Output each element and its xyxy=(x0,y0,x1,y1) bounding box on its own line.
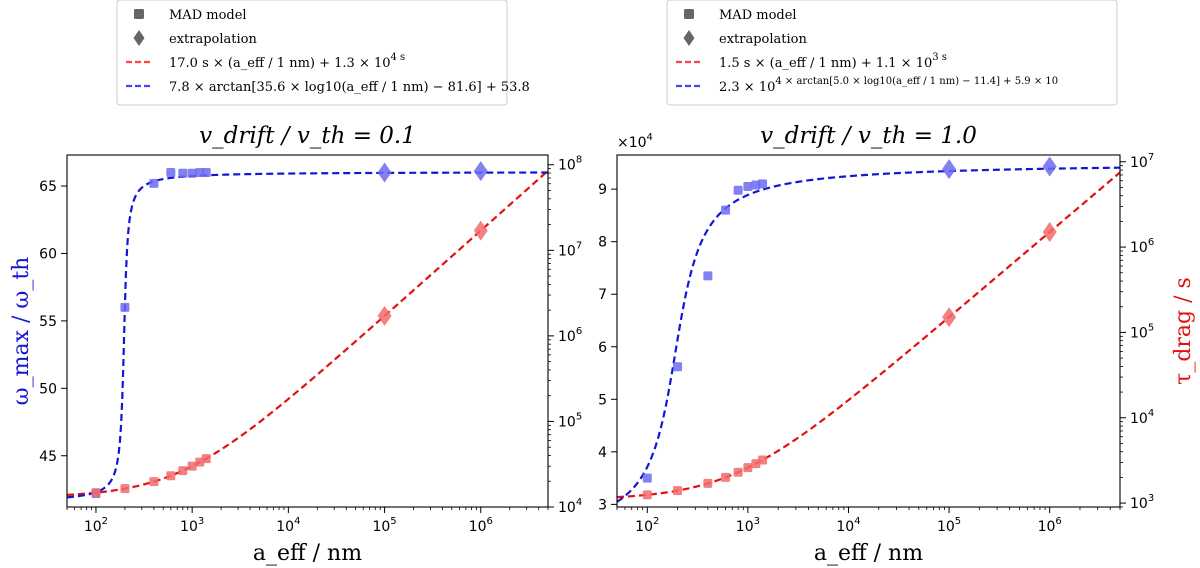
omega-model-point xyxy=(733,185,743,195)
legend-square-marker xyxy=(684,9,694,19)
legend-square-marker xyxy=(134,9,144,19)
right-tick-label: 103 xyxy=(1130,493,1154,512)
tau-model-point xyxy=(149,477,159,487)
omega-model-point xyxy=(120,302,130,312)
right-tick-label: 104 xyxy=(1130,408,1154,427)
tau-model-point xyxy=(673,486,683,496)
tau-extrapolation-point xyxy=(377,305,392,326)
left-tick-label: 6 xyxy=(598,340,607,356)
tau-model-point xyxy=(187,461,197,471)
left-tick-label: 45 xyxy=(39,449,57,465)
chart-panel-2: 102 103 104 105 106 3 4 5 6 7 8 9 ×104 103 104 105 106 10… xyxy=(598,0,1196,566)
x-tick-label: 102 xyxy=(635,516,659,535)
tau-model-point xyxy=(703,478,713,488)
plot-frame xyxy=(66,154,549,508)
left-tick-label: 55 xyxy=(39,314,57,330)
x-axis-label: a_eff / nm xyxy=(253,541,362,566)
tau-extrapolation-point xyxy=(473,220,488,241)
right-tick-label: 106 xyxy=(1130,237,1154,256)
omega-model-point xyxy=(178,168,188,178)
left-tick-label: 65 xyxy=(39,179,57,195)
tau-model-point xyxy=(166,471,176,481)
x-tick-label: 106 xyxy=(1038,516,1062,535)
tau-model-point xyxy=(758,455,768,465)
x-tick-label: 103 xyxy=(180,516,204,535)
left-offset-label: ×104 xyxy=(617,132,653,151)
legend-label: extrapolation xyxy=(169,32,257,47)
tau-model-point xyxy=(642,490,652,500)
right-tick-label: 104 xyxy=(558,497,582,516)
omega-model-point xyxy=(201,168,211,178)
x-tick-label: 105 xyxy=(372,516,396,535)
omega-model-point xyxy=(758,179,768,189)
legend-label: extrapolation xyxy=(719,32,807,47)
right-tick-label: 106 xyxy=(558,326,582,345)
tau-fit-line xyxy=(617,171,1120,499)
tau-model-point xyxy=(721,472,731,482)
legend-label: MAD model xyxy=(169,8,247,23)
omega-model-point xyxy=(743,182,753,192)
tau-model-point xyxy=(201,454,211,464)
legend-label: 17.0 s × (a_eff / 1 nm) + 1.3 × 104 s xyxy=(169,52,405,71)
omega-model-point xyxy=(149,178,159,188)
omega-model-point xyxy=(187,168,197,178)
tau-extrapolation-point xyxy=(1042,222,1057,243)
left-axis-label: ω_max / ω_th xyxy=(9,257,34,406)
legend-label: 2.3 × 104 × arctan[5.0 × log10(a_eff / 1… xyxy=(719,76,1058,95)
tau-model-point xyxy=(178,466,188,476)
tau-model-point xyxy=(743,463,753,473)
legend-label: 7.8 × arctan[35.6 × log10(a_eff / 1 nm) … xyxy=(169,80,530,95)
x-tick-label: 106 xyxy=(469,516,493,535)
omega-extrapolation-point xyxy=(942,159,957,180)
chart-panel-1: 102 103 104 105 106 45 50 55 60 65 104 105 106 107 108… xyxy=(9,0,582,566)
x-tick-label: 104 xyxy=(836,516,860,535)
right-tick-label: 105 xyxy=(1130,322,1154,341)
left-tick-label: 60 xyxy=(39,246,57,262)
omega-model-point xyxy=(721,205,731,215)
right-axis-label: τ_drag / s xyxy=(1171,277,1196,385)
legend-label: 1.5 s × (a_eff / 1 nm) + 1.1 × 103 s xyxy=(719,52,947,71)
left-tick-label: 4 xyxy=(598,445,607,461)
left-tick-label: 8 xyxy=(598,235,607,251)
left-tick-label: 9 xyxy=(598,182,607,198)
right-tick-label: 107 xyxy=(558,240,582,259)
left-tick-label: 3 xyxy=(598,497,607,513)
tau-extrapolation-point xyxy=(942,307,957,328)
x-tick-label: 105 xyxy=(937,516,961,535)
legend: MAD model extrapolation 17.0 s × (a_eff / … xyxy=(116,0,530,106)
right-tick-label: 107 xyxy=(1130,152,1154,171)
legend-box xyxy=(116,0,508,106)
x-tick-label: 104 xyxy=(276,516,300,535)
left-tick-label: 7 xyxy=(598,287,607,303)
legend-label: MAD model xyxy=(719,8,797,23)
omega-extrapolation-point xyxy=(377,162,392,183)
legend-box xyxy=(666,0,1118,106)
left-tick-label: 5 xyxy=(598,392,607,408)
legend-diamond-marker xyxy=(133,30,145,46)
omega-extrapolation-point xyxy=(1042,156,1057,177)
omega-extrapolation-point xyxy=(473,161,488,182)
right-tick-label: 105 xyxy=(558,411,582,430)
plot-frame xyxy=(616,154,1121,508)
tau-model-point xyxy=(120,484,130,494)
x-tick-label: 103 xyxy=(736,516,760,535)
omega-fit-line xyxy=(67,171,548,499)
tau-model-point xyxy=(733,467,743,477)
left-tick-label: 50 xyxy=(39,381,57,397)
tau-model-point xyxy=(91,488,101,498)
x-tick-label: 102 xyxy=(84,516,108,535)
chart-title: v_drift / v_th = 0.1 xyxy=(199,123,416,149)
omega-model-point xyxy=(166,168,176,178)
omega-fit-line xyxy=(617,166,1120,503)
omega-model-point xyxy=(673,362,683,372)
right-tick-label: 108 xyxy=(558,155,582,174)
legend: MAD model extrapolation 1.5 s × (a_eff / 1… xyxy=(666,0,1118,106)
chart-title: v_drift / v_th = 1.0 xyxy=(760,123,977,149)
tau-fit-line xyxy=(67,169,548,496)
x-axis-label: a_eff / nm xyxy=(814,541,923,566)
omega-model-point xyxy=(703,271,713,281)
legend-diamond-marker xyxy=(683,30,695,46)
omega-model-point xyxy=(642,473,652,483)
